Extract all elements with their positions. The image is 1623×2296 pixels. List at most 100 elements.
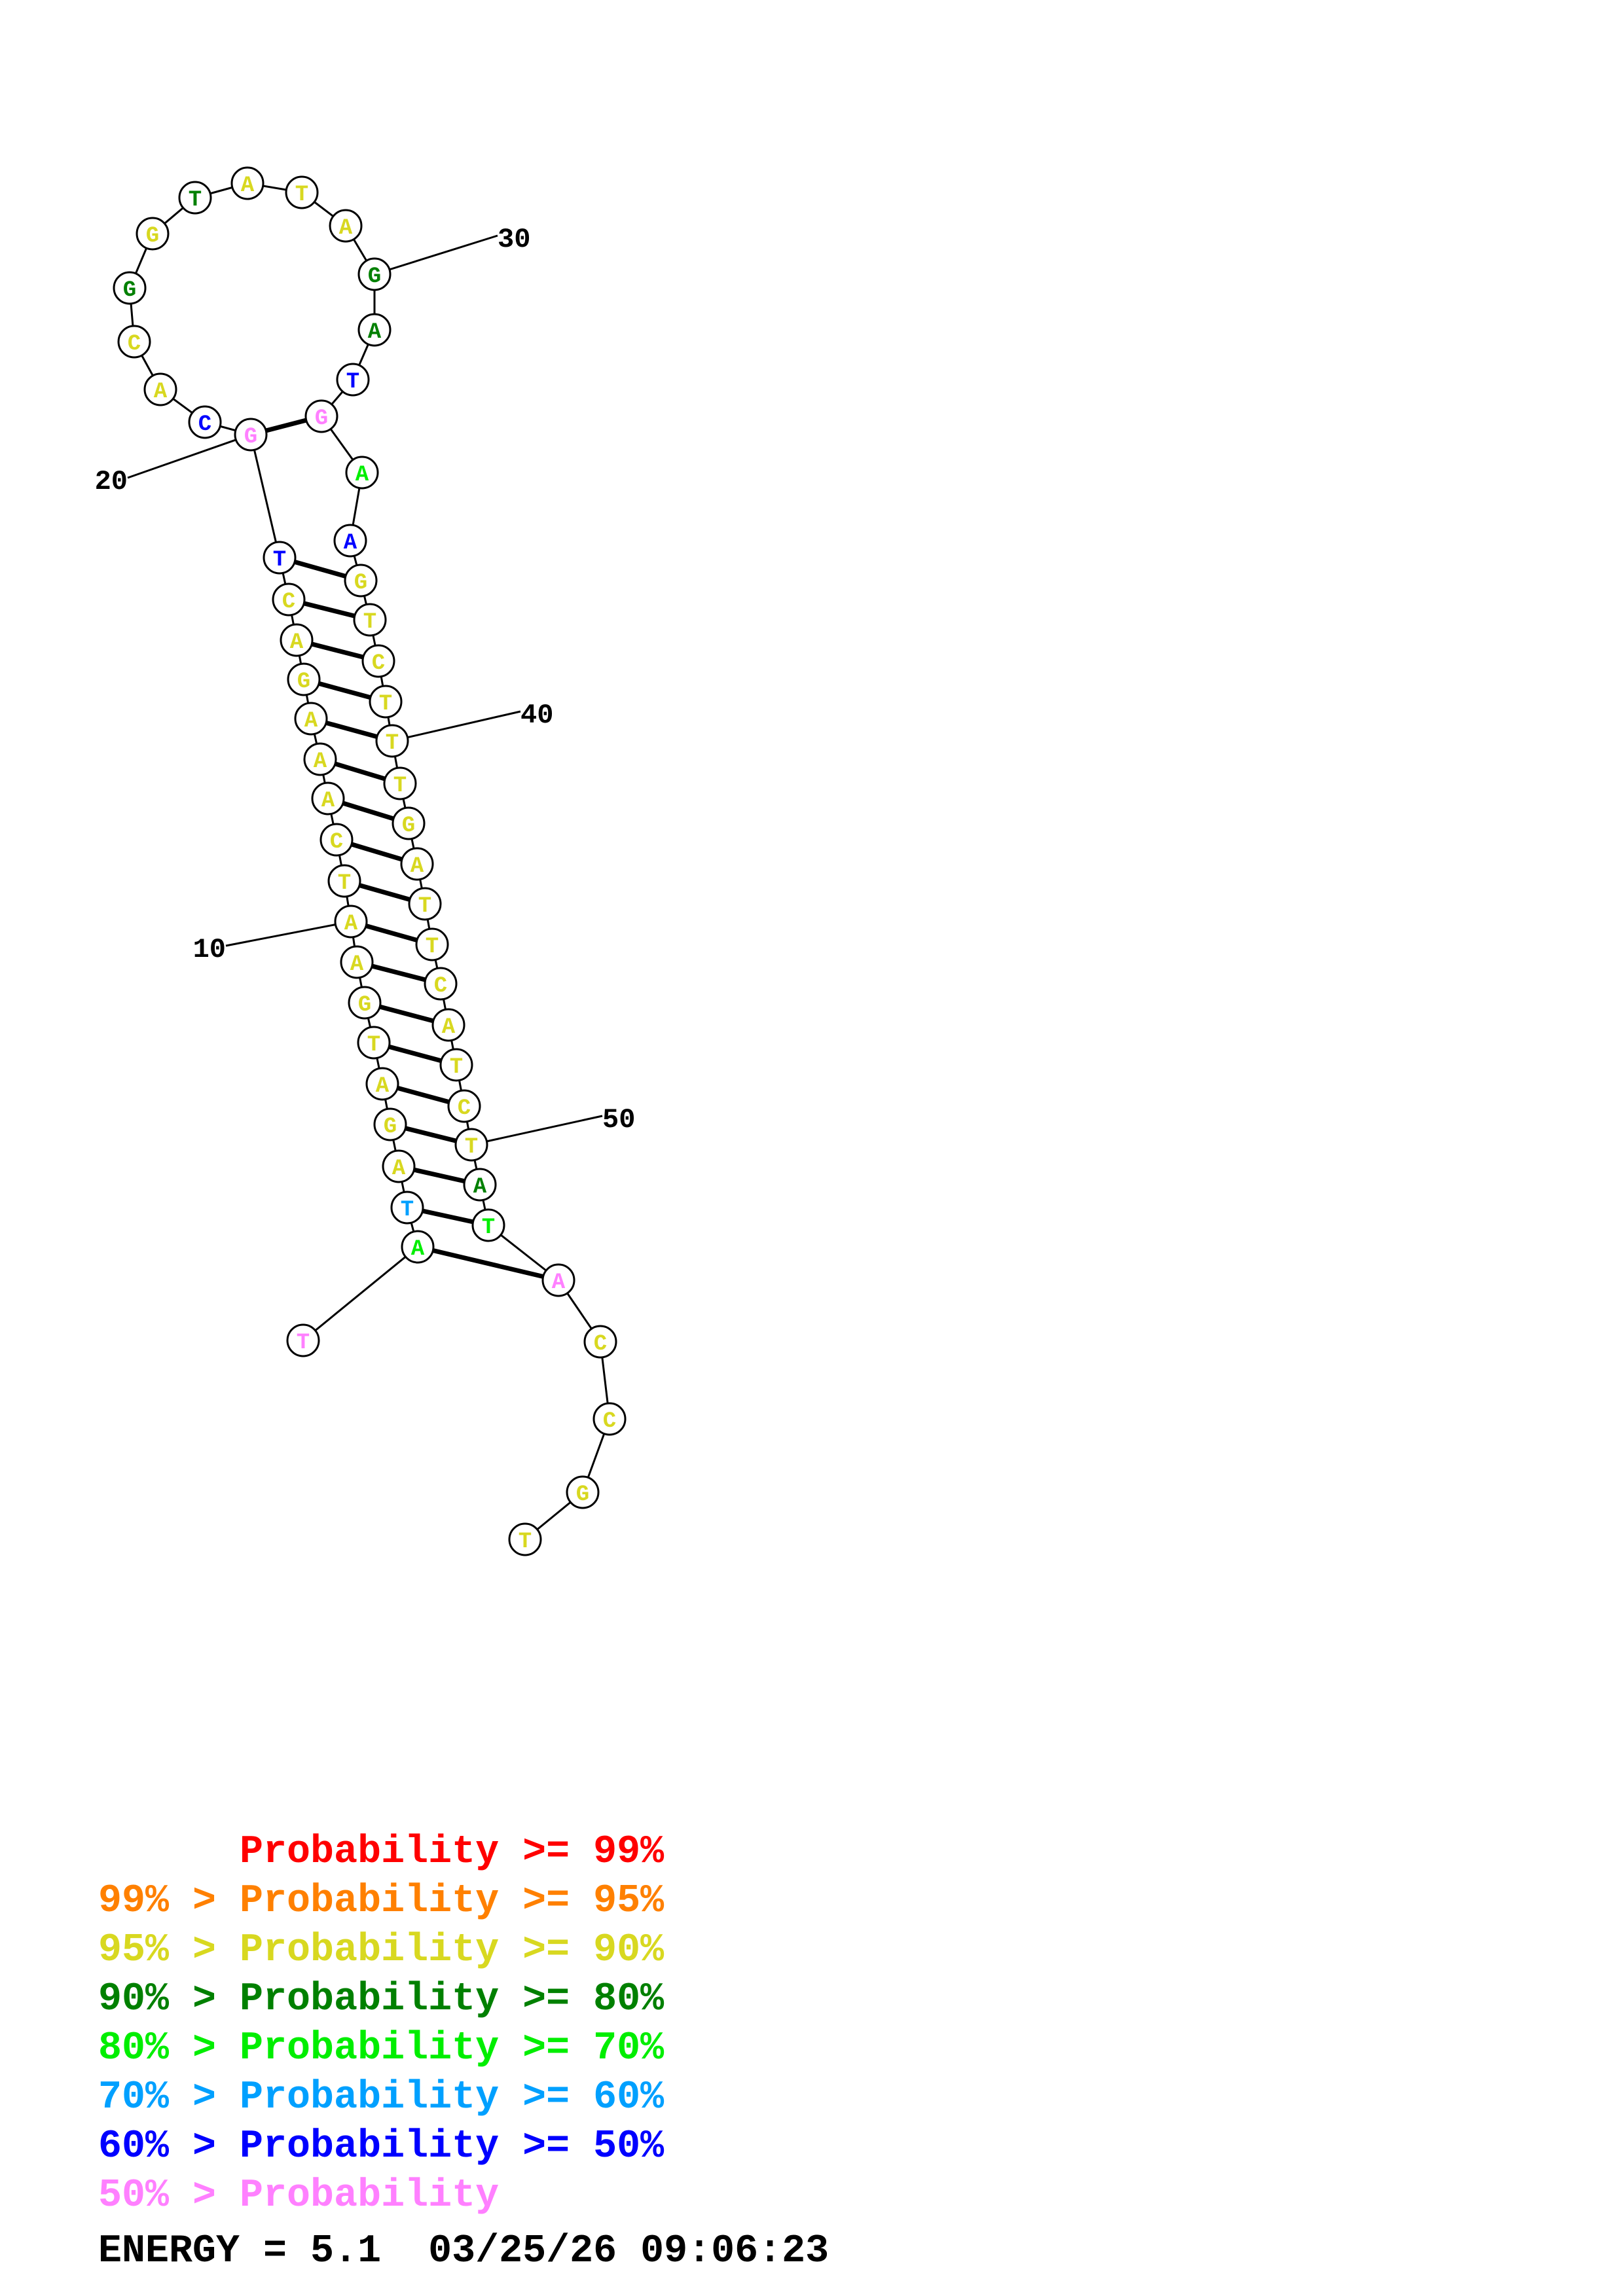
nucleotide: T (408, 887, 442, 921)
nucleotide-letter: T (401, 1198, 414, 1223)
nucleotide-circle (382, 1149, 416, 1183)
nucleotide-letter: T (338, 871, 351, 896)
nucleotide-letter: G (384, 1115, 397, 1139)
nucleotide-circle (357, 257, 392, 291)
nucleotide: A (329, 209, 363, 243)
nucleotide: A (333, 524, 367, 558)
nucleotide-circle (508, 1522, 542, 1556)
nucleotide-letter: G (358, 993, 371, 1018)
nucleotide-circle (178, 181, 212, 215)
nucleotide-letter: C (198, 412, 211, 437)
position-label: 20 (95, 466, 128, 497)
nucleotide: T (286, 1323, 320, 1357)
nucleotide: T (508, 1522, 542, 1556)
position-tick-line (471, 1115, 603, 1146)
legend-line-4: 90% > Probability >= 80% (98, 1977, 665, 2022)
nucleotide-letter: G (146, 224, 159, 249)
nucleotide-circle (333, 524, 367, 558)
nucleotide-circle (287, 662, 321, 696)
nucleotide-circle (373, 1107, 407, 1141)
nucleotide-circle (327, 864, 361, 898)
nucleotide: A (334, 905, 368, 939)
nucleotide-letter: A (339, 216, 353, 241)
nucleotide-letter: G (315, 406, 328, 431)
nucleotide-letter: T (367, 1033, 380, 1058)
nucleotide-circle (285, 175, 319, 209)
nucleotide-letter: T (346, 370, 359, 395)
nucleotide-circle (447, 1089, 481, 1123)
nucleotide-letter: A (321, 789, 335, 814)
nucleotide-circle (319, 823, 354, 857)
nucleotide: T (178, 181, 212, 215)
nucleotide: G (348, 986, 382, 1020)
legend-line-2: 99% > Probability >= 95% (98, 1879, 665, 1924)
nucleotide: A (303, 742, 337, 776)
nucleotide-letter: T (450, 1055, 463, 1080)
nucleotide-letter: T (393, 774, 407, 798)
nucleotide: C (188, 405, 222, 439)
nucleotide-circle (334, 905, 368, 939)
nucleotide: A (143, 372, 177, 406)
nucleotide-circle (113, 271, 147, 305)
nucleotide: C (424, 967, 458, 1001)
nucleotide-letter: T (295, 183, 308, 207)
nucleotide-letter: A (344, 912, 358, 937)
nucleotide-letter: A (314, 749, 327, 774)
nucleotide-circle (541, 1263, 575, 1297)
nucleotide-letter: A (376, 1074, 390, 1099)
nucleotide-circle (454, 1128, 488, 1162)
nucleotide-letter: A (552, 1270, 566, 1295)
backbone-segment (249, 434, 281, 558)
nucleotide: A (230, 166, 264, 200)
nucleotide: A (357, 313, 392, 347)
nucleotide-letter: T (465, 1135, 478, 1160)
nucleotide: T (263, 541, 297, 575)
nucleotide: T (390, 1191, 424, 1225)
nucleotide-letter: A (304, 709, 318, 734)
nucleotide-letter: C (594, 1332, 607, 1357)
nucleotide-circle (329, 209, 363, 243)
nucleotide-circle (311, 781, 345, 816)
nucleotide: T (375, 724, 409, 758)
nucleotide: A (311, 781, 345, 816)
nucleotide-circle (294, 702, 328, 736)
nucleotide: A (294, 702, 328, 736)
position-tick-line (225, 920, 352, 947)
nucleotide-letter: A (473, 1175, 487, 1200)
nucleotide: C (447, 1089, 481, 1123)
nucleotide: A (431, 1008, 465, 1042)
nucleotide-letter: G (297, 670, 310, 694)
nucleotide: C (272, 583, 306, 617)
nucleotide: C (361, 644, 395, 678)
nucleotide: G (357, 257, 392, 291)
legend-line-7: 60% > Probability >= 50% (98, 2125, 665, 2169)
nucleotide-circle (286, 1323, 320, 1357)
nucleotide: G (344, 564, 378, 598)
nucleotide: G (373, 1107, 407, 1141)
legend-line-1: Probability >= 99% (98, 1830, 665, 1874)
nucleotide-letter: A (356, 463, 369, 488)
nucleotide-letter: G (244, 425, 257, 450)
nucleotide: C (117, 325, 151, 359)
nucleotide-circle (400, 847, 434, 881)
nucleotide-circle (424, 967, 458, 1001)
nucleotide-letter: T (297, 1331, 310, 1355)
nucleotide-circle (345, 456, 379, 490)
energy-footer: ENERGY = 5.1 03/25/26 09:06:23 (98, 2229, 830, 2274)
position-tick-line (127, 433, 251, 479)
backbone-segment (302, 1246, 418, 1342)
nucleotide-circle (593, 1402, 627, 1436)
nucleotide-letter: T (482, 1215, 495, 1240)
nucleotide-letter: C (330, 830, 343, 855)
nucleotide: A (400, 847, 434, 881)
nucleotide: G (113, 271, 147, 305)
nucleotide: A (340, 945, 374, 979)
nucleotide-letter: C (603, 1409, 616, 1434)
nucleotide-circle (304, 399, 338, 433)
nucleotide-circle (566, 1475, 600, 1509)
nucleotide-circle (336, 363, 370, 397)
nucleotide-letter: A (442, 1015, 456, 1040)
nucleotide: A (382, 1149, 416, 1183)
nucleotide-circle (415, 927, 449, 961)
nucleotide: G (234, 418, 268, 452)
